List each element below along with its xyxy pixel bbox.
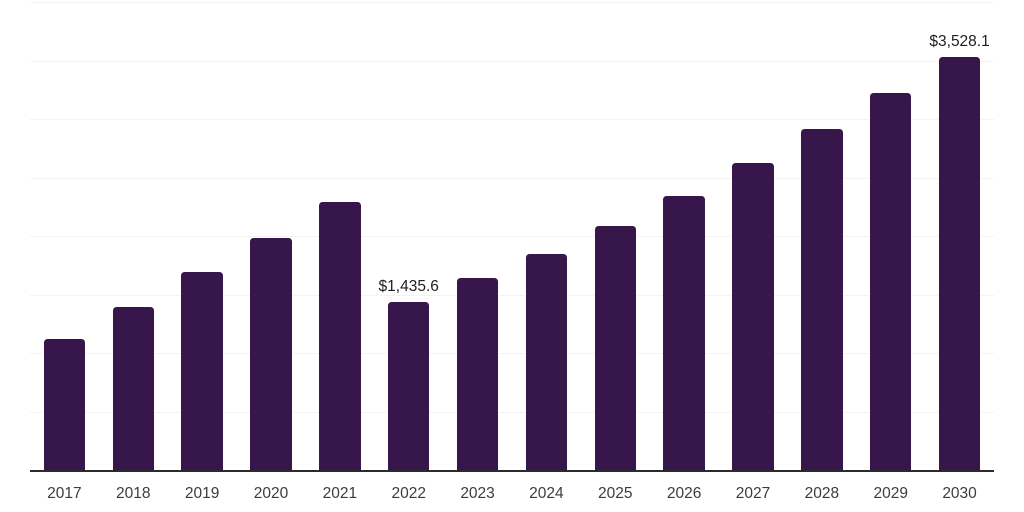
x-tick-label-2018: 2018 — [116, 485, 151, 502]
x-axis: 2017 2018 2019 2020 2021 2022 2023 2024 2025 2026… — [30, 484, 994, 506]
bar-2027[interactable] — [732, 163, 774, 470]
x-tick-label-2023: 2023 — [460, 485, 495, 502]
bar-2019[interactable] — [181, 272, 223, 470]
bar-2020[interactable] — [250, 237, 292, 470]
bar-2022[interactable] — [387, 302, 430, 470]
bar-2025[interactable] — [594, 225, 637, 470]
x-tick-label-2025: 2025 — [598, 485, 633, 502]
bar-value-label-2022: $1,435.6 — [378, 278, 439, 296]
x-tick-label-2021: 2021 — [322, 485, 358, 502]
bar-2029[interactable] — [869, 92, 912, 470]
x-tick-label-2017: 2017 — [47, 485, 82, 502]
gridline-1500 — [30, 294, 994, 296]
bar-2026[interactable] — [663, 195, 705, 470]
x-tick-label-2030: 2030 — [942, 485, 977, 502]
gridline-1000 — [30, 353, 994, 354]
gridline-2000 — [30, 236, 994, 237]
x-tick-label-2020: 2020 — [253, 485, 289, 502]
bar-2018[interactable] — [112, 306, 155, 470]
gridline-3000 — [30, 119, 994, 120]
x-tick-label-2022: 2022 — [391, 485, 426, 502]
gridline-4000 — [30, 2, 994, 3]
bar-2024[interactable] — [525, 253, 568, 470]
x-tick-label-2029: 2029 — [873, 485, 908, 502]
x-tick-label-2026: 2026 — [666, 485, 702, 502]
bar-value-label-2030: $3,528.1 — [929, 33, 990, 51]
gridline-2500 — [30, 177, 994, 179]
gridline-3500 — [30, 60, 994, 62]
x-tick-label-2019: 2019 — [184, 485, 220, 502]
bar-2021[interactable] — [319, 201, 361, 470]
gridline-500 — [30, 411, 994, 413]
x-tick-label-2024: 2024 — [529, 485, 564, 502]
bar-2023[interactable] — [456, 277, 499, 470]
bar-2030[interactable] — [938, 57, 981, 470]
x-tick-label-2028: 2028 — [804, 485, 840, 502]
bar-2028[interactable] — [801, 128, 843, 470]
plot-area: $1,435.6 $3,528.1 — [30, 2, 994, 472]
x-tick-label-2027: 2027 — [735, 485, 771, 502]
bar-2017[interactable] — [43, 339, 86, 470]
